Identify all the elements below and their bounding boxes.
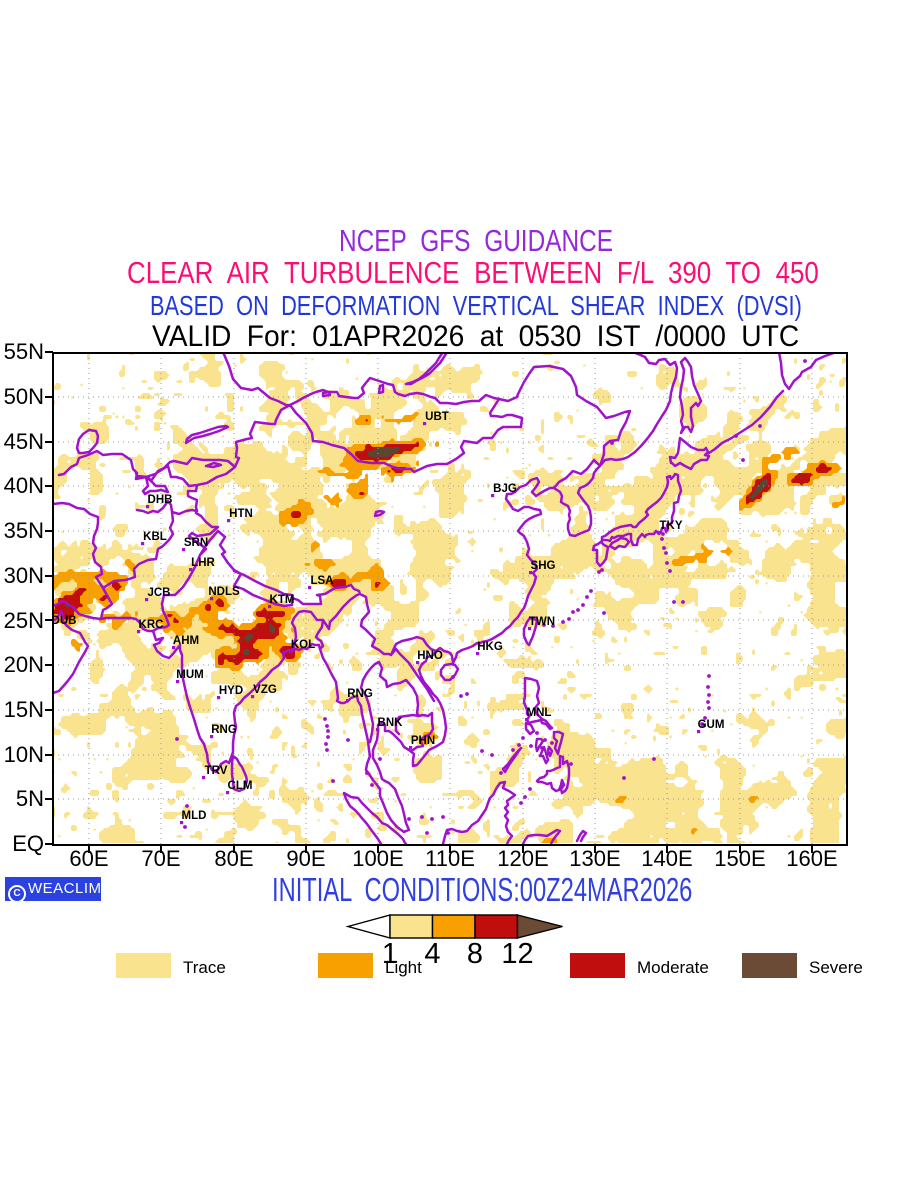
svg-text:30N: 30N xyxy=(4,563,44,588)
svg-text:35N: 35N xyxy=(4,518,44,543)
svg-text:25N: 25N xyxy=(4,608,44,633)
svg-text:12: 12 xyxy=(501,938,533,970)
svg-text:KOL: KOL xyxy=(291,639,315,651)
svg-text:60E: 60E xyxy=(69,846,108,871)
svg-text:SHG: SHG xyxy=(531,560,556,572)
svg-text:DHB: DHB xyxy=(148,494,173,506)
svg-text:JCB: JCB xyxy=(147,587,170,599)
svg-text:EQ: EQ xyxy=(12,831,44,856)
svg-text:TWN: TWN xyxy=(529,616,555,628)
svg-text:NDLS: NDLS xyxy=(208,586,240,598)
svg-text:1: 1 xyxy=(382,938,398,970)
svg-text:10N: 10N xyxy=(4,742,44,767)
svg-text:RNG: RNG xyxy=(347,688,373,700)
svg-text:TRV: TRV xyxy=(205,765,228,777)
svg-text:160E: 160E xyxy=(786,846,837,871)
svg-text:UBT: UBT xyxy=(425,411,449,423)
svg-text:Moderate: Moderate xyxy=(637,958,709,977)
svg-text:HNO: HNO xyxy=(417,650,443,662)
svg-text:50N: 50N xyxy=(4,384,44,409)
svg-text:CLM: CLM xyxy=(228,780,253,792)
svg-text:KBL: KBL xyxy=(143,531,167,543)
svg-text:120E: 120E xyxy=(497,846,548,871)
svg-text:HTN: HTN xyxy=(229,508,253,520)
svg-text:GUM: GUM xyxy=(698,719,725,731)
svg-text:BNK: BNK xyxy=(378,717,404,729)
svg-text:Trace: Trace xyxy=(183,958,226,977)
svg-text:LSA: LSA xyxy=(311,575,334,587)
svg-text:90E: 90E xyxy=(286,846,325,871)
svg-text:40N: 40N xyxy=(4,473,44,498)
svg-text:SRN: SRN xyxy=(184,537,208,549)
svg-text:45N: 45N xyxy=(4,429,44,454)
svg-text:8: 8 xyxy=(467,938,483,970)
svg-text:140E: 140E xyxy=(641,846,692,871)
svg-text:BJG: BJG xyxy=(493,483,517,495)
svg-text:130E: 130E xyxy=(569,846,620,871)
svg-text:MUM: MUM xyxy=(176,669,203,681)
svg-text:VZG: VZG xyxy=(253,684,277,696)
svg-text:AHM: AHM xyxy=(173,635,199,647)
svg-text:100E: 100E xyxy=(352,846,403,871)
svg-text:55N: 55N xyxy=(4,339,44,364)
svg-text:RNG: RNG xyxy=(211,724,237,736)
svg-text:Light: Light xyxy=(385,958,422,977)
svg-text:KTM: KTM xyxy=(270,594,295,606)
svg-text:PHN: PHN xyxy=(411,735,435,747)
svg-text:80E: 80E xyxy=(214,846,253,871)
svg-text:70E: 70E xyxy=(141,846,180,871)
svg-text:110E: 110E xyxy=(425,846,475,871)
svg-text:HKG: HKG xyxy=(477,641,503,653)
svg-text:DUB: DUB xyxy=(52,615,77,627)
svg-text:KRC: KRC xyxy=(139,619,164,631)
svg-text:20N: 20N xyxy=(4,652,44,677)
svg-text:5N: 5N xyxy=(16,786,44,811)
svg-text:LHR: LHR xyxy=(191,557,215,569)
svg-text:15N: 15N xyxy=(4,697,44,722)
svg-text:Severe: Severe xyxy=(809,958,863,977)
svg-text:MLD: MLD xyxy=(182,810,207,822)
svg-text:MNL: MNL xyxy=(527,707,552,719)
svg-text:TKY: TKY xyxy=(660,520,683,532)
svg-text:4: 4 xyxy=(424,938,440,970)
svg-text:150E: 150E xyxy=(714,846,765,871)
svg-text:HYD: HYD xyxy=(219,685,243,697)
